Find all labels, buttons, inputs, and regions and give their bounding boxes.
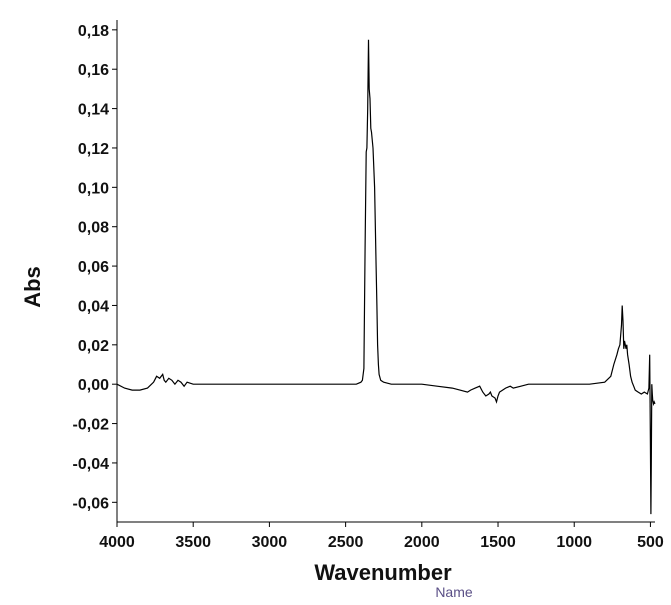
x-tick-label: 4000	[99, 534, 135, 551]
y-tick-label: -0,04	[73, 456, 110, 473]
y-tick-label: 0,10	[78, 180, 109, 197]
y-tick-label: 0,04	[78, 298, 109, 315]
x-axis-title: Wavenumber	[314, 560, 452, 585]
y-tick-label: 0,16	[78, 62, 109, 79]
y-tick-label: -0,02	[73, 417, 110, 434]
x-tick-label: 2000	[404, 534, 440, 551]
x-tick-label: 1000	[556, 534, 592, 551]
x-tick-label: 3000	[252, 534, 288, 551]
y-tick-label: 0,12	[78, 141, 109, 158]
y-axis-title: Abs	[20, 266, 45, 308]
x-tick-label: 1500	[480, 534, 516, 551]
x-tick-label: 500	[637, 534, 664, 551]
y-tick-label: -0,06	[73, 495, 110, 512]
x-tick-label: 3500	[175, 534, 211, 551]
x-axis-ticks: 4000 3500 3000 2500 2000 1500 1000 500	[99, 522, 664, 551]
y-tick-label: 0,08	[78, 220, 109, 237]
name-annotation: Name	[435, 584, 473, 600]
y-tick-label: 0,14	[78, 102, 109, 119]
y-tick-label: 0,18	[78, 23, 109, 40]
y-tick-label: 0,00	[78, 377, 109, 394]
y-tick-label: 0,02	[78, 338, 109, 355]
y-tick-label: 0,06	[78, 259, 109, 276]
x-tick-label: 2500	[328, 534, 364, 551]
y-axis-ticks: 0,18 0,16 0,14 0,12 0,10 0,08 0,06 0,04 0,02 0,00…	[73, 23, 117, 512]
spectrum-series-line	[116, 39, 656, 515]
